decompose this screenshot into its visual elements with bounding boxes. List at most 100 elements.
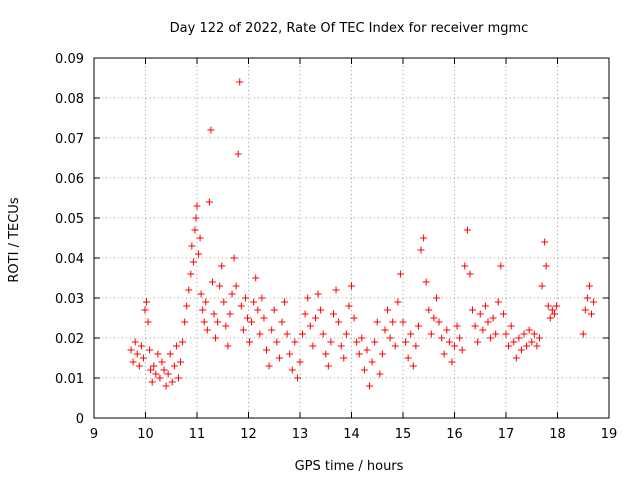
- data-point: [427, 330, 435, 338]
- data-point: [389, 318, 397, 326]
- y-tick-label: 0.06: [55, 172, 84, 187]
- data-point: [234, 150, 242, 158]
- data-point: [530, 330, 538, 338]
- y-tick-label: 0.09: [55, 52, 84, 67]
- data-point: [505, 342, 513, 350]
- x-tick-label: 11: [189, 427, 206, 442]
- data-point: [131, 338, 139, 346]
- data-point: [546, 314, 554, 322]
- data-point: [137, 342, 145, 350]
- data-point: [515, 334, 523, 342]
- data-point: [422, 278, 430, 286]
- data-point: [363, 346, 371, 354]
- y-tick-label: 0.02: [55, 332, 84, 347]
- data-point: [202, 298, 210, 306]
- data-point: [226, 310, 234, 318]
- data-point: [283, 330, 291, 338]
- grid-lines: [94, 58, 609, 418]
- data-point: [256, 330, 264, 338]
- data-point: [218, 262, 226, 270]
- data-points: [127, 78, 598, 390]
- data-point: [585, 282, 593, 290]
- data-point: [355, 350, 363, 358]
- data-point: [402, 338, 410, 346]
- data-point: [587, 310, 595, 318]
- y-tick-label: 0.04: [55, 252, 84, 267]
- y-axis-ticks: 0 0.01 0.02 0.03 0.04 0.05 0.06 0.07 0.08 0.09: [55, 52, 609, 427]
- data-point: [258, 294, 266, 302]
- data-point: [228, 290, 236, 298]
- data-point: [376, 370, 384, 378]
- data-point: [420, 234, 428, 242]
- data-point: [443, 326, 451, 334]
- x-tick-label: 14: [343, 427, 360, 442]
- data-point: [445, 338, 453, 346]
- data-point: [252, 274, 260, 282]
- data-point: [199, 306, 207, 314]
- data-point: [512, 354, 520, 362]
- x-tick-label: 16: [446, 427, 463, 442]
- y-tick-label: 0.05: [55, 212, 84, 227]
- data-point: [399, 318, 407, 326]
- data-point: [214, 318, 222, 326]
- data-point: [232, 282, 240, 290]
- data-point: [174, 374, 182, 382]
- data-point: [243, 314, 251, 322]
- data-point: [141, 306, 149, 314]
- data-point: [448, 358, 456, 366]
- data-point: [451, 342, 458, 350]
- x-tick-label: 13: [292, 427, 309, 442]
- y-tick-label: 0.07: [55, 132, 84, 147]
- x-tick-label: 10: [137, 427, 154, 442]
- x-tick-label: 12: [240, 427, 257, 442]
- data-point: [453, 322, 461, 330]
- data-point: [160, 366, 168, 374]
- data-point: [414, 322, 422, 330]
- data-point: [301, 310, 309, 318]
- data-point: [541, 238, 549, 246]
- data-point: [358, 334, 366, 342]
- data-point: [538, 282, 546, 290]
- data-point: [324, 362, 332, 370]
- data-point: [487, 334, 495, 342]
- data-point: [148, 378, 156, 386]
- data-point: [350, 314, 358, 322]
- data-point: [192, 214, 200, 222]
- y-tick-label: 0.08: [55, 92, 84, 107]
- data-point: [342, 330, 350, 338]
- data-point: [311, 314, 319, 322]
- data-point: [337, 342, 345, 350]
- data-point: [230, 254, 238, 262]
- data-point: [544, 302, 552, 310]
- x-tick-label: 15: [395, 427, 412, 442]
- data-point: [319, 330, 327, 338]
- data-point: [502, 330, 510, 338]
- data-point: [461, 262, 469, 270]
- data-point: [391, 342, 399, 350]
- data-point: [181, 318, 189, 326]
- data-point: [195, 250, 203, 258]
- data-point: [246, 338, 254, 346]
- data-point: [222, 322, 230, 330]
- data-point: [412, 342, 420, 350]
- data-point: [583, 294, 591, 302]
- data-point: [492, 330, 500, 338]
- data-point: [207, 126, 215, 134]
- data-point: [156, 374, 164, 382]
- data-point: [407, 330, 415, 338]
- x-tick-label: 19: [601, 427, 618, 442]
- data-point: [248, 318, 256, 326]
- y-axis-label: ROTI / TECUs: [7, 197, 22, 282]
- data-point: [489, 314, 497, 322]
- data-point: [299, 330, 307, 338]
- data-point: [135, 362, 143, 370]
- data-point: [340, 354, 348, 362]
- data-point: [332, 286, 340, 294]
- data-point: [348, 282, 355, 290]
- data-point: [237, 302, 245, 310]
- data-point: [196, 234, 204, 242]
- data-point: [590, 298, 598, 306]
- x-axis-label: GPS time / hours: [295, 459, 404, 474]
- data-point: [212, 334, 220, 342]
